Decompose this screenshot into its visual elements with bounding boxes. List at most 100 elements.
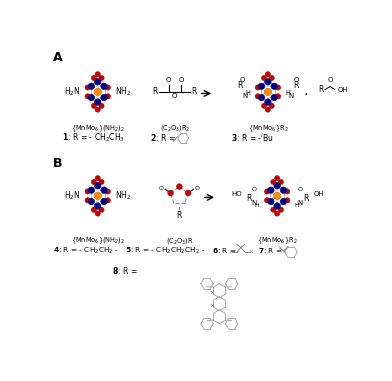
Text: N: N (289, 93, 294, 99)
Circle shape (274, 176, 280, 181)
Text: {MnMo$_6$}(NH$_2$)$_2$: {MnMo$_6$}(NH$_2$)$_2$ (71, 123, 125, 134)
Text: H: H (285, 90, 290, 96)
Text: (C$_2$O$_3$)R$_2$: (C$_2$O$_3$)R$_2$ (160, 123, 190, 133)
Text: $\mathbf{1}$: R = - CH$_2$CH$_3$: $\mathbf{1}$: R = - CH$_2$CH$_3$ (62, 132, 125, 144)
Circle shape (255, 85, 260, 90)
Circle shape (105, 85, 111, 90)
Text: $\mathbf{4}$: R = - CH$_2$CH$_2$ -: $\mathbf{4}$: R = - CH$_2$CH$_2$ - (53, 246, 119, 256)
Text: R: R (246, 194, 251, 203)
Text: N: N (251, 200, 257, 206)
Text: $\mathbf{6}$: R =: $\mathbf{6}$: R = (212, 246, 236, 255)
Circle shape (185, 190, 191, 196)
Circle shape (274, 182, 280, 189)
Text: $\mathbf{5}$: R = - CH$_2$CH$_2$CH$_2$ -: $\mathbf{5}$: R = - CH$_2$CH$_2$CH$_2$ - (125, 246, 205, 256)
Text: ×: × (281, 249, 286, 254)
Circle shape (258, 83, 265, 90)
Circle shape (271, 83, 278, 90)
Text: O: O (195, 186, 200, 191)
Text: $\mathbf{2}$: R =: $\mathbf{2}$: R = (150, 132, 176, 143)
Circle shape (85, 85, 90, 90)
Circle shape (261, 75, 267, 81)
Text: H: H (245, 90, 250, 96)
Circle shape (267, 187, 274, 194)
Circle shape (278, 207, 283, 213)
Text: $\mathbf{3}$: R = -$^i$Bu: $\mathbf{3}$: R = -$^i$Bu (231, 132, 274, 144)
Text: O: O (293, 77, 299, 83)
Text: H$_2$N: H$_2$N (64, 190, 81, 202)
Circle shape (99, 207, 104, 213)
Text: HO: HO (231, 190, 242, 197)
Text: $\cdot$: $\cdot$ (303, 86, 308, 101)
Text: NH$_2$: NH$_2$ (114, 86, 131, 98)
Circle shape (95, 211, 100, 216)
Circle shape (94, 192, 102, 200)
Circle shape (265, 99, 271, 105)
Text: B: B (53, 157, 63, 170)
Circle shape (94, 88, 102, 96)
Circle shape (105, 94, 111, 99)
Circle shape (94, 99, 101, 105)
Circle shape (264, 88, 272, 96)
Text: R: R (318, 85, 323, 94)
Circle shape (95, 176, 100, 181)
Circle shape (99, 179, 104, 185)
Text: R: R (177, 210, 182, 219)
Text: O: O (252, 187, 256, 192)
Text: OH: OH (337, 86, 348, 93)
Circle shape (95, 107, 100, 112)
Circle shape (275, 94, 281, 99)
Text: ×: × (209, 303, 214, 308)
Text: H$_2$N: H$_2$N (64, 86, 81, 98)
Circle shape (269, 103, 274, 109)
Circle shape (264, 189, 270, 194)
Circle shape (94, 203, 101, 209)
Text: A: A (53, 51, 63, 64)
Circle shape (101, 198, 107, 205)
Text: ×: × (277, 245, 282, 250)
Circle shape (101, 187, 107, 194)
Circle shape (265, 78, 271, 85)
Text: R: R (152, 87, 158, 96)
Circle shape (258, 94, 265, 101)
Circle shape (274, 211, 280, 216)
Text: O: O (328, 77, 333, 83)
Text: O: O (240, 77, 245, 83)
Circle shape (168, 190, 174, 196)
Text: O: O (159, 186, 163, 191)
Circle shape (88, 83, 95, 90)
Circle shape (261, 103, 267, 109)
Text: {MnMo$_6$}(NH$_2$)$_2$: {MnMo$_6$}(NH$_2$)$_2$ (71, 236, 125, 247)
Circle shape (285, 189, 290, 194)
Circle shape (274, 192, 281, 200)
Circle shape (91, 179, 96, 185)
Circle shape (265, 72, 270, 77)
Text: N: N (298, 200, 303, 206)
Circle shape (94, 78, 101, 85)
Text: R: R (237, 81, 243, 90)
Text: {MnMo$_6$}R$_2$: {MnMo$_6$}R$_2$ (248, 123, 288, 134)
Circle shape (274, 203, 280, 209)
Text: R: R (293, 81, 299, 90)
Text: O: O (178, 77, 183, 83)
Circle shape (94, 182, 101, 189)
Circle shape (88, 187, 95, 194)
Text: (C$_2$O$_3$)R: (C$_2$O$_3$)R (165, 236, 193, 246)
Circle shape (99, 103, 104, 109)
Circle shape (88, 94, 95, 101)
Circle shape (95, 72, 100, 77)
Circle shape (88, 198, 95, 205)
Circle shape (269, 75, 274, 81)
Circle shape (278, 179, 283, 185)
Circle shape (91, 207, 96, 213)
Circle shape (285, 198, 290, 203)
Circle shape (271, 179, 276, 185)
Circle shape (176, 184, 182, 190)
Text: N: N (242, 93, 247, 99)
Circle shape (255, 94, 260, 99)
Circle shape (267, 198, 274, 205)
Circle shape (280, 198, 287, 205)
Circle shape (91, 75, 96, 81)
Text: H: H (255, 203, 260, 208)
Text: H: H (295, 203, 299, 208)
Circle shape (101, 94, 107, 101)
